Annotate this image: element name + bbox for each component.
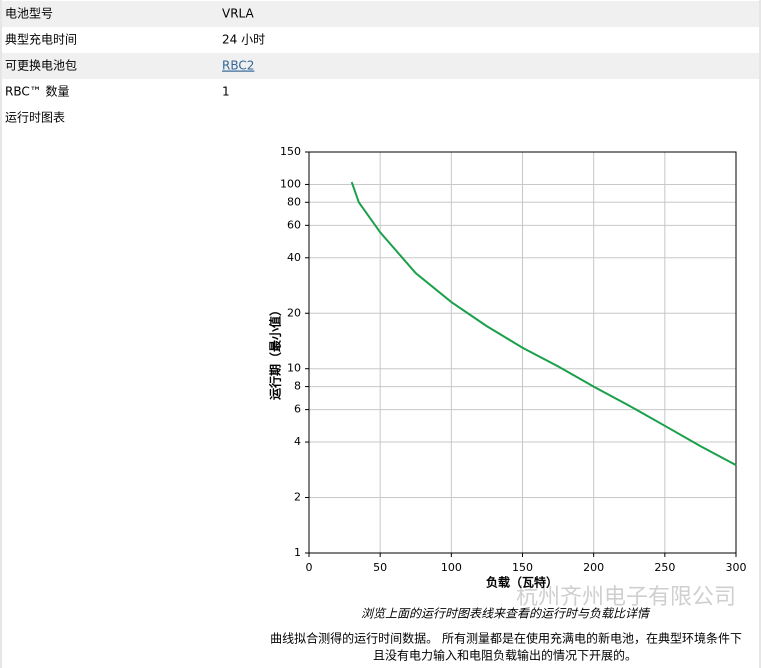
- note-line: 曲线拟合测得的运行时间数据。 所有测量都是在使用充满电的新电池，在典型环境条件下: [270, 631, 742, 646]
- row-label: 典型充电时间: [5, 32, 77, 47]
- row-value: 24 小时: [222, 33, 265, 47]
- y-tick-label: 4: [294, 435, 301, 448]
- y-tick-label: 6: [294, 403, 301, 416]
- y-tick-label: 80: [287, 195, 301, 208]
- row-label: 运行时图表: [5, 111, 65, 125]
- plot-frame: [308, 151, 737, 554]
- x-axis-title: 负载（瓦特）: [486, 575, 558, 590]
- x-tick-label: 200: [583, 561, 604, 574]
- y-axis-title: 运行期（最小值）: [268, 304, 283, 400]
- y-tick-label: 1: [294, 546, 301, 559]
- x-tick-label: 50: [373, 561, 387, 574]
- x-tick-label: 0: [306, 561, 313, 574]
- y-tick-label: 40: [287, 251, 301, 264]
- x-tick-label: 250: [654, 561, 675, 574]
- row-label: 可更换电池包: [5, 59, 77, 73]
- row-value: VRLA: [222, 7, 255, 21]
- row-background: [2, 53, 759, 79]
- y-tick-label: 8: [294, 380, 301, 393]
- x-tick-label: 100: [441, 561, 462, 574]
- y-tick-label: 100: [280, 177, 301, 190]
- y-tick-label: 10: [287, 362, 301, 375]
- y-tick-label: 20: [287, 306, 301, 319]
- watermark: 杭州齐州电子有限公司: [516, 585, 736, 610]
- caption: 浏览上面的运行时图表线来查看的运行时与负载比详情: [361, 607, 651, 621]
- line-series: [350, 181, 737, 466]
- row-background: [2, 1, 759, 27]
- x-tick-label: 150: [512, 561, 533, 574]
- link[interactable]: RBC2: [222, 59, 254, 73]
- y-tick-label: 150: [280, 145, 301, 158]
- x-tick-label: 300: [726, 561, 747, 574]
- row-label: 电池型号: [5, 7, 53, 21]
- note-line: 且没有电力输入和电阻负载输出的情况下开展的。: [373, 648, 637, 663]
- y-tick-label: 2: [294, 491, 301, 504]
- row-value: 1: [222, 85, 230, 99]
- y-tick-label: 60: [287, 218, 301, 231]
- row-label: RBC™ 数量: [5, 84, 70, 99]
